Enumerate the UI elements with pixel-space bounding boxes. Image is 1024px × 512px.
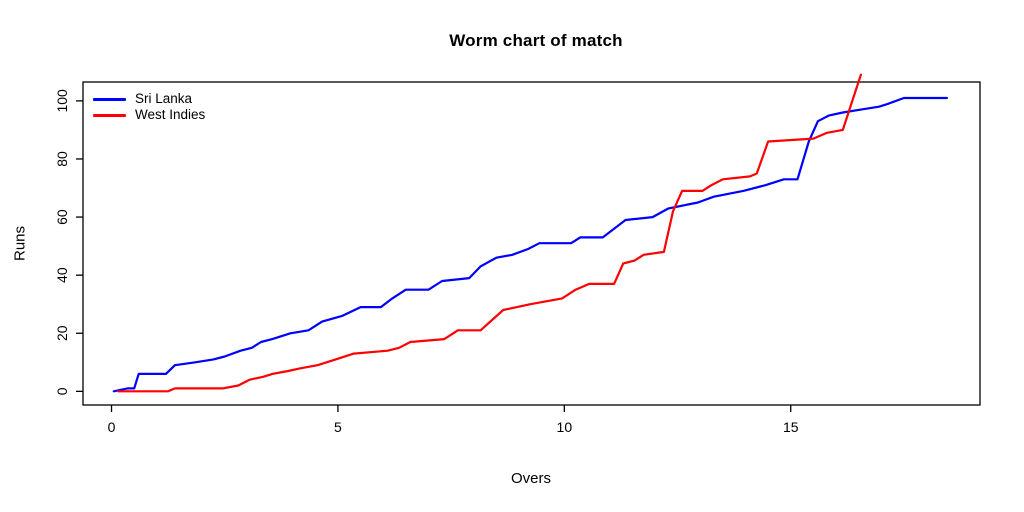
y-axis-tick-label: 0 (54, 387, 70, 395)
legend-label-sri-lanka: Sri Lanka (135, 91, 193, 106)
chart-title: Worm chart of match (449, 31, 623, 50)
y-axis-title: Runs (11, 225, 29, 262)
legend-item-west-indies: West Indies (93, 107, 205, 123)
legend-item-sri-lanka: Sri Lanka (93, 91, 205, 107)
legend-label-west-indies: West Indies (135, 107, 206, 122)
plot-border (82, 81, 981, 406)
legend-line-west-indies (93, 113, 126, 117)
series-line-sri-lanka (112, 96, 949, 393)
y-axis-tick-label: 20 (54, 325, 70, 341)
series-line-west-indies (117, 73, 863, 393)
x-axis-tick-label: 10 (557, 419, 573, 435)
x-axis-tick-label: 15 (783, 419, 799, 435)
y-axis-tick-label: 40 (54, 267, 70, 283)
y-axis-tick-label: 60 (54, 209, 70, 225)
y-axis-tick-label: 80 (54, 151, 70, 167)
x-axis-tick-label: 0 (108, 419, 116, 435)
x-axis-tick-label: 5 (334, 419, 342, 435)
legend: Sri Lanka West Indies (93, 91, 205, 123)
y-axis-tick-label: 100 (54, 89, 70, 113)
x-axis-title: Overs (510, 470, 551, 487)
legend-line-sri-lanka (93, 97, 126, 101)
